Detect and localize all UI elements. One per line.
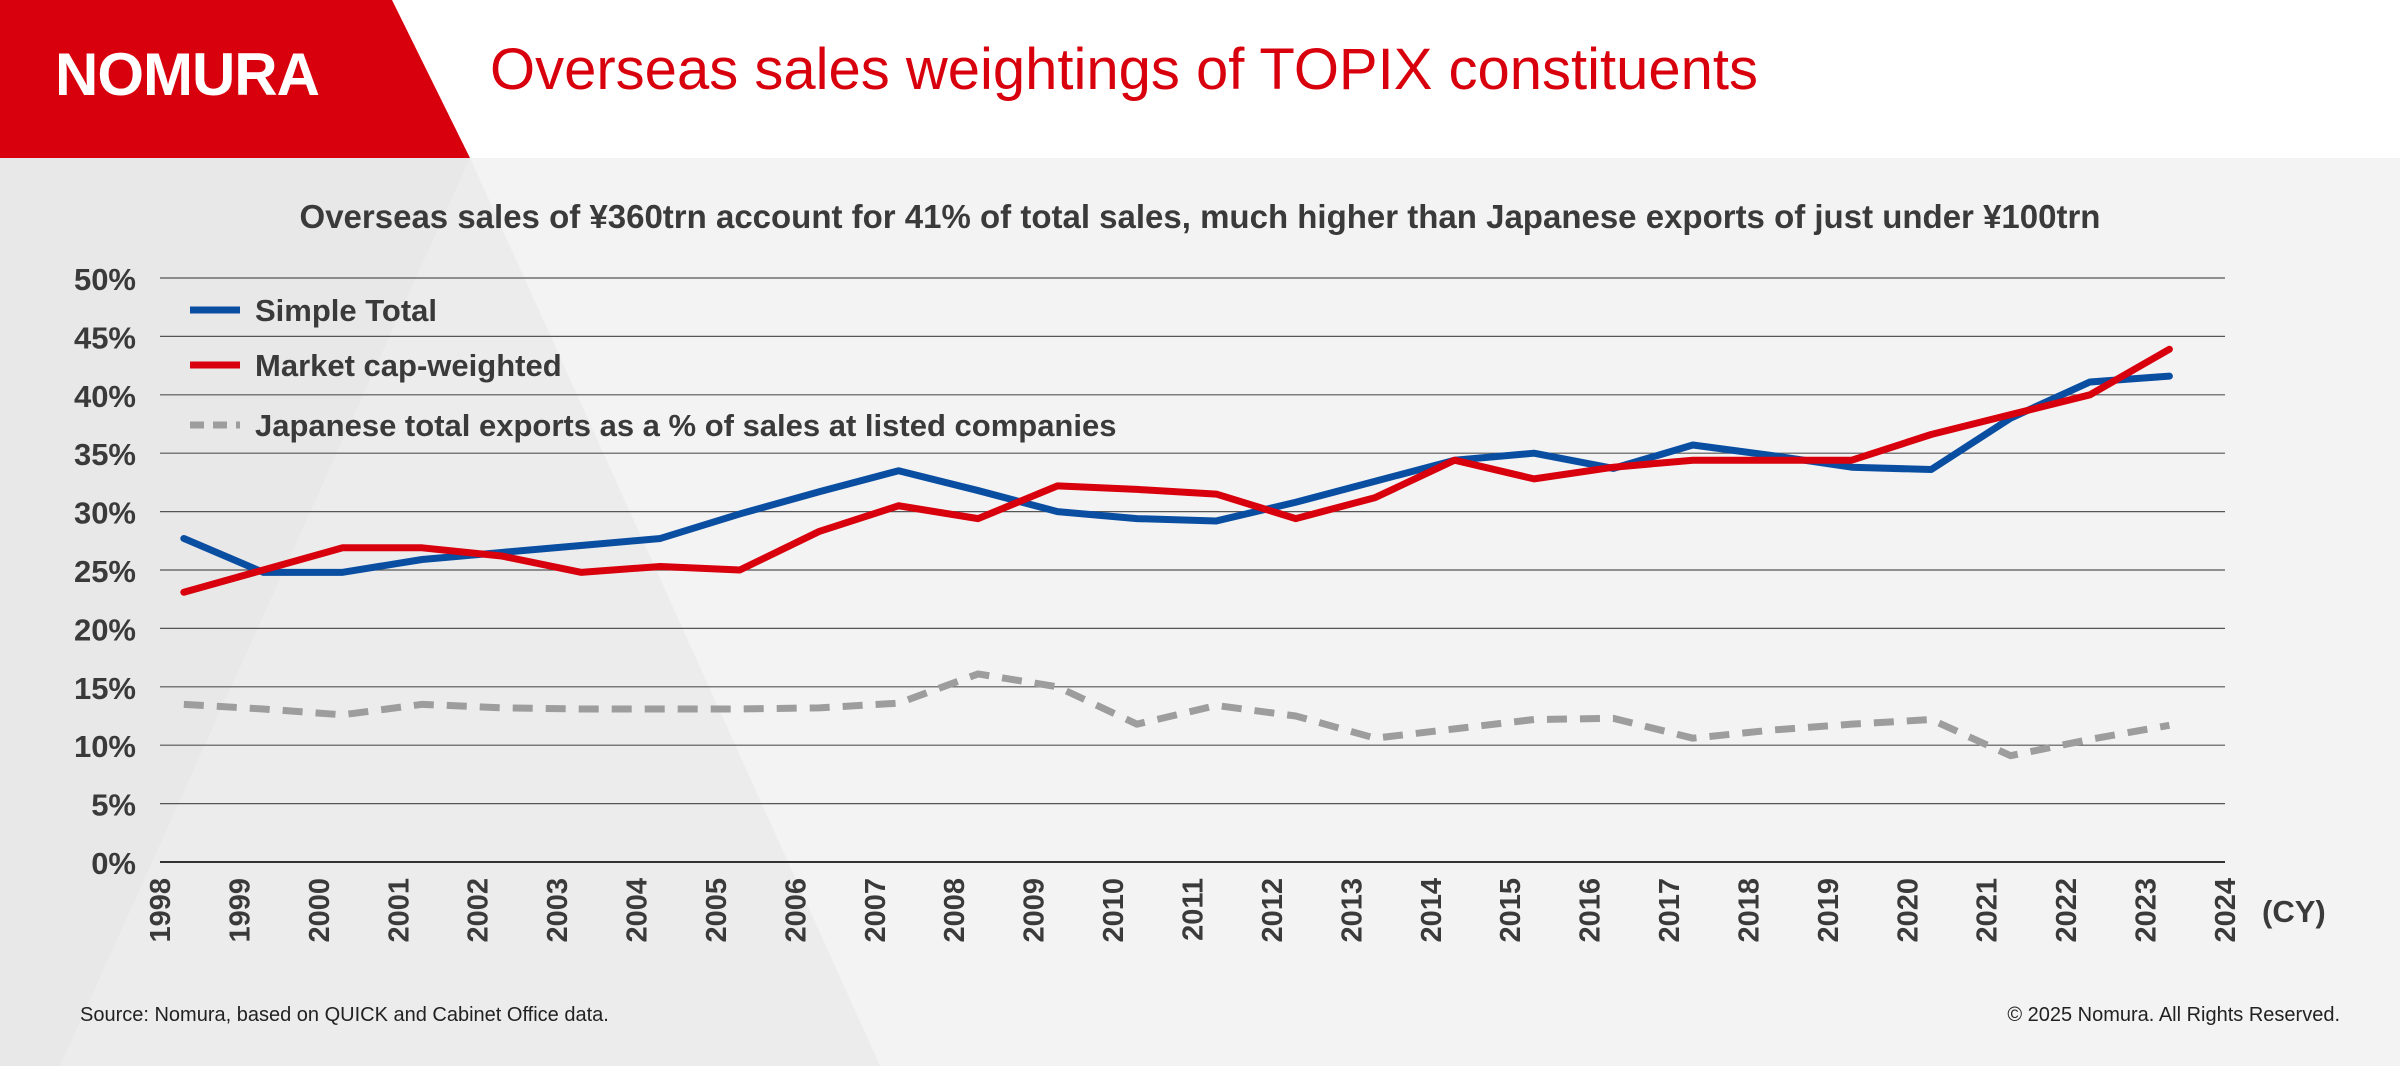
legend-label: Simple Total: [255, 293, 437, 328]
x-tick-label: 2016: [1575, 878, 1607, 943]
x-tick-label: 1998: [145, 878, 177, 943]
header-bar: NOMURA Overseas sales weightings of TOPI…: [0, 0, 2400, 158]
x-tick-label: 2002: [463, 878, 495, 943]
y-tick-label: 50%: [74, 262, 136, 297]
brand-logo-box: NOMURA: [0, 0, 470, 158]
x-tick-label: 2019: [1813, 878, 1845, 943]
x-tick-label: 2020: [1892, 878, 1924, 943]
x-tick-label: 2012: [1257, 878, 1289, 943]
x-tick-label: 2000: [304, 878, 336, 943]
y-tick-label: 10%: [74, 729, 136, 764]
x-tick-label: 2005: [701, 878, 733, 943]
x-tick-label: 2011: [1178, 878, 1210, 941]
x-tick-label: 2017: [1654, 878, 1686, 943]
y-tick-label: 45%: [74, 320, 136, 355]
y-tick-label: 40%: [74, 379, 136, 414]
x-tick-label: 1999: [224, 878, 256, 943]
x-tick-label: 2008: [939, 878, 971, 943]
x-tick-label: 2018: [1733, 878, 1765, 943]
y-tick-label: 30%: [74, 496, 136, 531]
page-title: Overseas sales weightings of TOPIX const…: [490, 37, 1759, 102]
y-tick-label: 35%: [74, 437, 136, 472]
x-tick-label: 2023: [2131, 878, 2163, 943]
x-tick-label: 2015: [1495, 878, 1527, 943]
series-line-2: [180, 345, 2173, 596]
x-tick-label: 2010: [1098, 878, 1130, 943]
x-tick-label: 2021: [1972, 878, 2004, 943]
y-tick-label: 5%: [91, 788, 136, 823]
x-tick-label: 2004: [622, 878, 654, 943]
x-tick-label: 2014: [1416, 878, 1448, 943]
x-tick-label: 2001: [383, 878, 415, 943]
x-tick-label: 2007: [860, 878, 892, 943]
brand-logo-text: NOMURA: [55, 41, 320, 108]
y-tick-label: 0%: [91, 846, 136, 881]
series-line-3: [183, 670, 2171, 760]
x-tick-label: 2013: [1336, 878, 1368, 943]
x-tick-label: 2009: [1019, 878, 1051, 943]
legend-label: Japanese total exports as a % of sales a…: [255, 408, 1116, 443]
x-tick-label: 2024: [2210, 878, 2242, 943]
x-tick-label: 2022: [2051, 878, 2083, 943]
chart-title: Overseas sales of ¥360trn account for 41…: [299, 198, 2101, 235]
x-tick-label: 2003: [542, 878, 574, 943]
series-line-1: [180, 372, 2173, 576]
legend-label: Market cap-weighted: [255, 348, 562, 383]
y-tick-label: 15%: [74, 671, 136, 706]
x-tick-label: 2006: [780, 878, 812, 943]
y-tick-label: 25%: [74, 554, 136, 589]
x-axis-label: (CY): [2262, 894, 2326, 929]
y-tick-label: 20%: [74, 612, 136, 647]
source-note: Source: Nomura, based on QUICK and Cabin…: [80, 1004, 609, 1026]
copyright-note: © 2025 Nomura. All Rights Reserved.: [2007, 1004, 2340, 1026]
